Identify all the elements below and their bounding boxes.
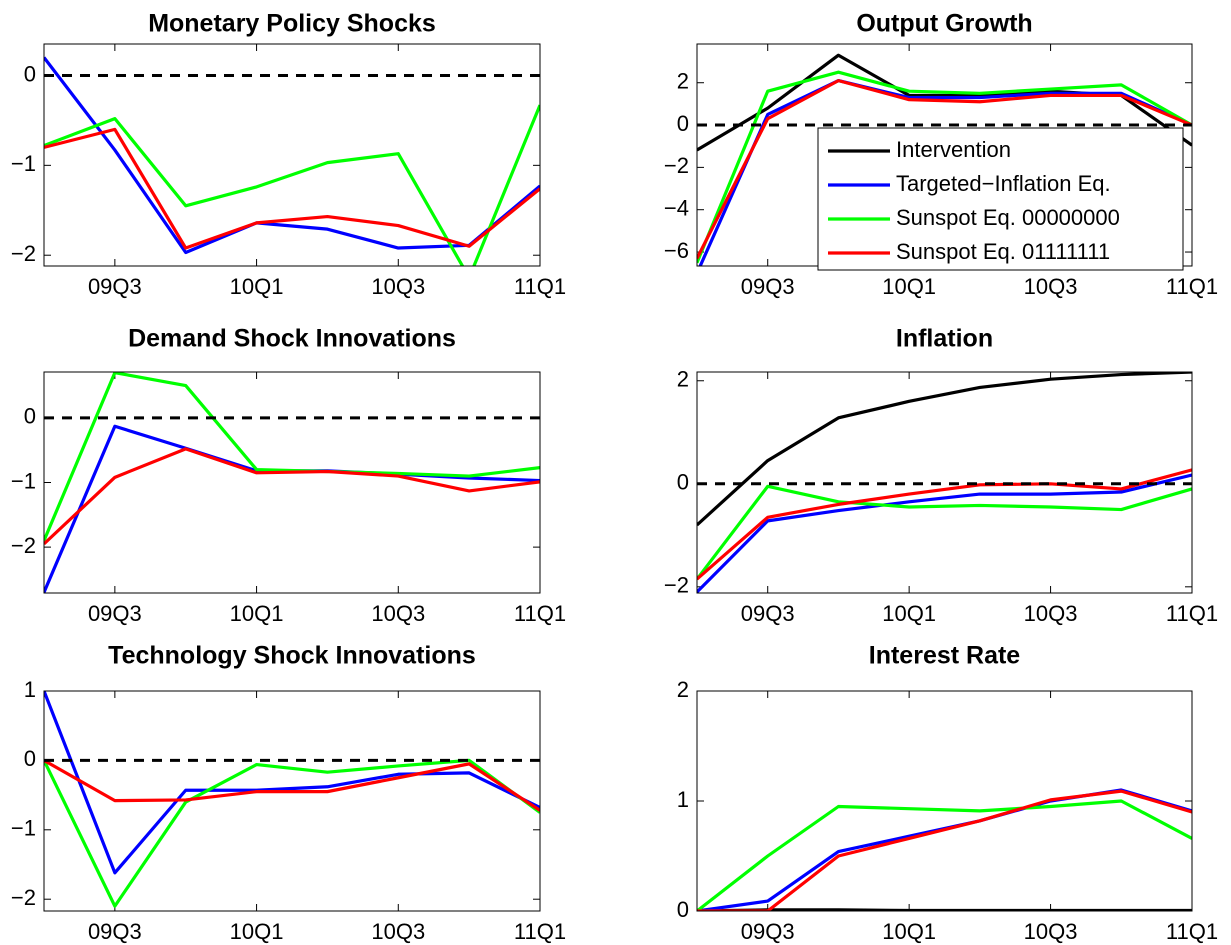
y-tick-label: 1 bbox=[677, 787, 689, 812]
x-tick-label: 10Q3 bbox=[371, 274, 425, 299]
y-tick-label: −1 bbox=[11, 816, 36, 841]
series-line bbox=[44, 691, 540, 875]
plot-frame bbox=[696, 371, 1193, 594]
x-tick-label: 10Q1 bbox=[882, 919, 936, 944]
x-tick-label: 11Q1 bbox=[514, 274, 566, 299]
plot-area bbox=[44, 56, 540, 266]
x-tick-label: 10Q1 bbox=[230, 274, 284, 299]
x-tick-label: 11Q1 bbox=[514, 919, 566, 944]
legend-label: Sunspot Eq. 00000000 bbox=[896, 205, 1120, 230]
x-tick-label: 11Q1 bbox=[1166, 601, 1218, 626]
plot-frame bbox=[696, 690, 1193, 912]
series-line bbox=[44, 104, 540, 266]
x-tick-label: 11Q1 bbox=[1166, 274, 1218, 299]
plot-area bbox=[44, 372, 540, 593]
legend-label: Sunspot Eq. 01111111 bbox=[896, 239, 1110, 264]
y-tick-label: 2 bbox=[677, 367, 689, 392]
y-tick-label: −1 bbox=[11, 151, 36, 176]
x-tick-label: 10Q3 bbox=[1024, 919, 1078, 944]
series-line bbox=[697, 372, 1192, 527]
x-tick-label: 09Q3 bbox=[88, 601, 142, 626]
panel-title: Technology Shock Innovations bbox=[108, 642, 476, 670]
x-tick-label: 09Q3 bbox=[741, 919, 795, 944]
y-tick-label: 2 bbox=[677, 69, 689, 94]
y-tick-label: 0 bbox=[24, 404, 36, 429]
y-tick-label: 0 bbox=[677, 111, 689, 136]
x-tick-label: 10Q1 bbox=[230, 919, 284, 944]
plot-frame bbox=[43, 43, 541, 267]
y-tick-label: 0 bbox=[24, 746, 36, 771]
series-line bbox=[697, 70, 1192, 264]
y-tick-label: 0 bbox=[24, 61, 36, 86]
y-tick-label: −2 bbox=[664, 153, 689, 178]
x-tick-label: 10Q3 bbox=[371, 919, 425, 944]
x-tick-label: 10Q3 bbox=[1024, 274, 1078, 299]
y-tick-label: 0 bbox=[677, 470, 689, 495]
series-line bbox=[44, 56, 540, 255]
series-line bbox=[44, 447, 540, 546]
series-line bbox=[698, 79, 1192, 266]
y-tick-label: −6 bbox=[664, 238, 689, 263]
y-tick-label: −2 bbox=[664, 573, 689, 598]
y-tick-label: −2 bbox=[11, 533, 36, 558]
series-line bbox=[697, 468, 1192, 581]
y-tick-label: 1 bbox=[24, 677, 36, 702]
x-tick-label: 09Q3 bbox=[88, 274, 142, 299]
legend-label: Intervention bbox=[896, 137, 1011, 162]
x-tick-label: 09Q3 bbox=[741, 601, 795, 626]
x-tick-label: 10Q1 bbox=[882, 274, 936, 299]
series-line bbox=[697, 484, 1192, 581]
panel-title: Demand Shock Innovations bbox=[128, 325, 456, 353]
plot-area bbox=[697, 53, 1192, 266]
x-tick-label: 09Q3 bbox=[741, 274, 795, 299]
y-tick-label: 0 bbox=[677, 897, 689, 922]
x-tick-label: 09Q3 bbox=[88, 919, 142, 944]
panel-title: Interest Rate bbox=[869, 642, 1021, 670]
x-tick-label: 10Q1 bbox=[882, 601, 936, 626]
plot-area bbox=[44, 691, 540, 908]
series-line bbox=[44, 424, 540, 593]
panel-title: Output Growth bbox=[856, 10, 1032, 38]
series-line bbox=[697, 789, 1192, 911]
x-tick-label: 11Q1 bbox=[1166, 919, 1218, 944]
series-line bbox=[697, 788, 1192, 911]
x-tick-label: 10Q1 bbox=[230, 601, 284, 626]
y-tick-label: −1 bbox=[11, 468, 36, 493]
plot-frame bbox=[43, 690, 541, 912]
plot-area bbox=[697, 372, 1192, 593]
plot-area bbox=[697, 788, 1192, 911]
plot-frame bbox=[43, 371, 541, 594]
legend-label: Targeted−Inflation Eq. bbox=[896, 171, 1111, 196]
panel-title: Monetary Policy Shocks bbox=[148, 10, 436, 38]
series-line bbox=[697, 473, 1192, 593]
series-line bbox=[697, 908, 1192, 911]
y-tick-label: −2 bbox=[11, 885, 36, 910]
series-line bbox=[697, 799, 1192, 911]
series-line bbox=[44, 758, 540, 908]
y-tick-label: −4 bbox=[664, 196, 689, 221]
x-tick-label: 10Q3 bbox=[371, 601, 425, 626]
y-tick-label: 2 bbox=[677, 677, 689, 702]
x-tick-label: 11Q1 bbox=[514, 601, 566, 626]
y-tick-label: −2 bbox=[11, 241, 36, 266]
x-tick-label: 10Q3 bbox=[1024, 601, 1078, 626]
series-line bbox=[44, 372, 540, 542]
panel-title: Inflation bbox=[896, 325, 993, 353]
series-line bbox=[44, 759, 540, 812]
series-line bbox=[697, 79, 1192, 260]
series-line bbox=[44, 127, 540, 250]
